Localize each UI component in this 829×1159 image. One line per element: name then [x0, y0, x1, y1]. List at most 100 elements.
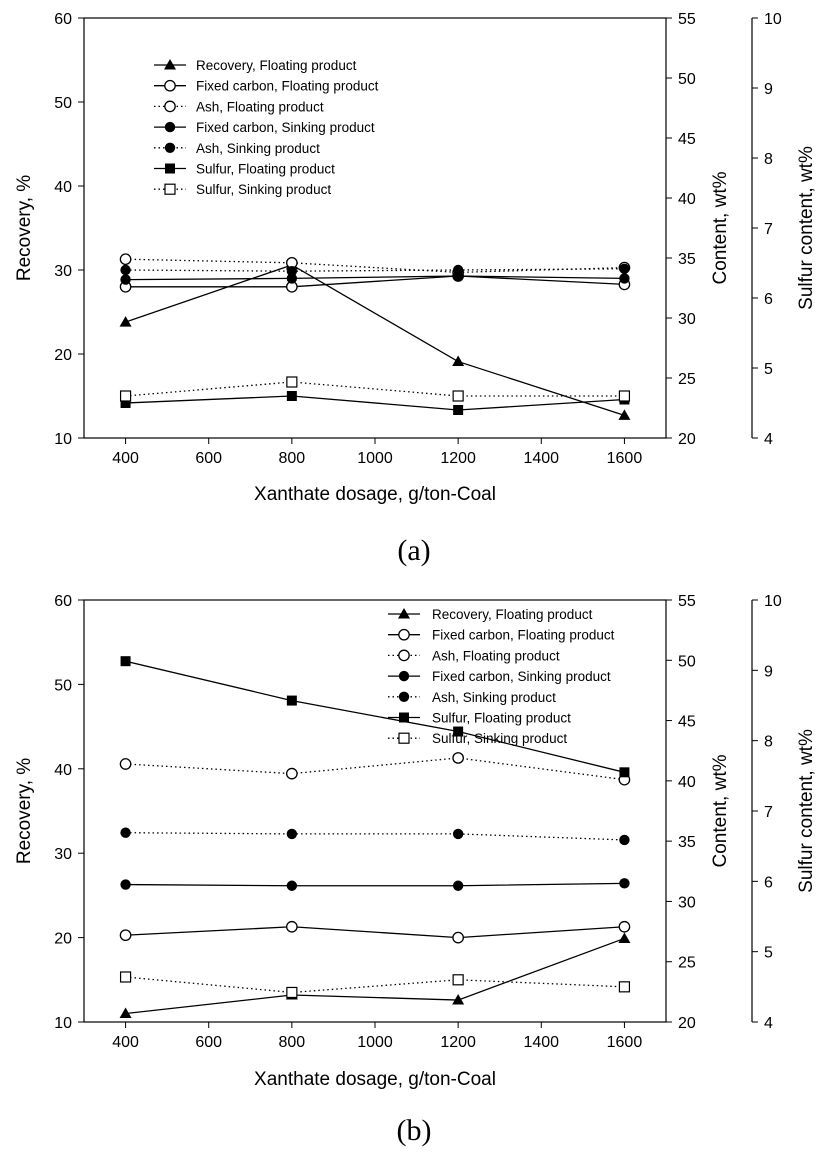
data-point — [119, 929, 132, 942]
x-tick-label: 1200 — [440, 450, 476, 467]
y3-tick-label: 8 — [764, 151, 773, 168]
chart-panel-b: 400 600 800 1000 1200 1400 1600 10 20 30 40 50 60 20 2… — [14, 593, 817, 1090]
data-point — [452, 752, 464, 764]
legend-marker — [398, 649, 410, 662]
x-tick-label: 1600 — [607, 450, 643, 467]
y2-tick-label: 20 — [678, 1015, 696, 1032]
y2-tick-label: 30 — [678, 311, 696, 328]
legend-entry: Ash, Floating product — [196, 99, 324, 114]
y3-tick-label: 9 — [764, 81, 773, 98]
legend-marker — [164, 100, 176, 113]
y-tick-label: 20 — [54, 931, 72, 948]
legend-entry: Recovery, Floating product — [432, 607, 593, 622]
data-point — [286, 828, 298, 840]
data-point — [453, 726, 464, 737]
series-fixed-carbon-sinking-product — [120, 878, 630, 891]
y-tick-label: 60 — [54, 593, 72, 610]
series-line — [125, 976, 625, 994]
data-point — [119, 1007, 132, 1019]
legend-entry: Sulfur, Sinking product — [432, 731, 567, 746]
series-ash-floating-product — [119, 752, 631, 786]
x-tick-label: 400 — [112, 1034, 139, 1051]
data-point — [286, 767, 298, 780]
x-tick-label: 1200 — [440, 1034, 476, 1051]
x-tick-label: 1000 — [357, 1034, 393, 1051]
data-point — [619, 767, 630, 778]
y-tick-label: 50 — [54, 677, 72, 694]
series-sulfur-floating-product — [120, 656, 630, 778]
y3-tick-label: 5 — [764, 945, 773, 962]
data-point — [452, 355, 465, 367]
y2-tick-label: 35 — [678, 251, 696, 268]
data-point — [119, 971, 132, 983]
y2-tick-label: 30 — [678, 894, 696, 911]
y2-tick-label: 55 — [678, 11, 696, 28]
y2-tick-label: 45 — [678, 714, 696, 731]
data-point — [452, 390, 464, 402]
data-point — [119, 758, 132, 770]
y3-axis-label: Sulfur content, wt% — [796, 729, 817, 893]
y-tick-label: 60 — [54, 11, 72, 28]
data-point — [452, 994, 465, 1005]
y3-tick-label: 8 — [764, 734, 773, 751]
series-ash-sinking-product — [120, 263, 630, 277]
legend-marker — [398, 628, 410, 641]
legend-entry: Fixed carbon, Floating product — [196, 79, 379, 94]
y-tick-label: 50 — [54, 95, 72, 112]
series-line — [125, 264, 625, 416]
legend-marker — [164, 142, 176, 153]
series-recovery-floating-product — [119, 932, 631, 1019]
legend-entry: Ash, Sinking product — [196, 141, 320, 156]
data-point — [286, 273, 298, 284]
data-point — [120, 398, 131, 408]
y3-tick-label: 10 — [764, 11, 782, 28]
legend-marker — [398, 608, 410, 619]
legend-entry: Sulfur, Floating product — [196, 162, 335, 177]
data-point — [286, 695, 297, 706]
y3-tick-label: 6 — [764, 291, 773, 308]
y2-tick-label: 50 — [678, 71, 696, 88]
data-point — [619, 878, 630, 889]
y2-tick-label: 45 — [678, 131, 696, 148]
series-sulfur-floating-product — [120, 391, 630, 415]
x-tick-label: 800 — [279, 1034, 306, 1051]
x-tick-label: 600 — [195, 450, 222, 467]
legend-entry: Fixed carbon, Sinking product — [196, 120, 375, 135]
caption-a: (a) — [397, 534, 430, 567]
data-point — [286, 391, 297, 401]
x-tick-label: 800 — [279, 450, 306, 467]
legend-entry: Recovery, Floating product — [196, 58, 357, 73]
series-line — [125, 937, 625, 1015]
legend-marker — [399, 712, 409, 723]
y3-tick-label: 7 — [764, 221, 773, 238]
y2-axis-label: Content, wt% — [710, 171, 731, 284]
data-point — [120, 879, 131, 890]
legend: Recovery, Floating product Fixed carbon, … — [388, 607, 615, 746]
series-line — [125, 882, 625, 887]
y2-tick-label: 20 — [678, 431, 696, 448]
legend-entry: Sulfur, Floating product — [432, 711, 571, 726]
y2-tick-label: 40 — [678, 774, 696, 791]
series-line — [125, 258, 625, 274]
series-sulfur-sinking-product — [119, 971, 631, 999]
data-point — [618, 409, 631, 420]
legend-entry: Fixed carbon, Sinking product — [432, 669, 611, 684]
legend-entry: Sulfur, Sinking product — [196, 182, 331, 197]
legend-marker — [398, 691, 410, 702]
x-tick-label: 400 — [112, 450, 139, 467]
series-line — [125, 275, 625, 281]
series-line — [125, 832, 625, 841]
y3-tick-label: 4 — [764, 1015, 773, 1032]
series-line — [125, 381, 625, 397]
legend-marker — [398, 732, 410, 744]
series-ash-sinking-product — [120, 827, 630, 846]
y-axis-label: Recovery, % — [14, 175, 35, 281]
data-point — [452, 931, 464, 944]
x-tick-label: 1400 — [523, 1034, 559, 1051]
data-point — [453, 405, 464, 415]
data-point — [119, 390, 132, 402]
y3-tick-label: 10 — [764, 593, 782, 610]
y-tick-label: 10 — [54, 431, 72, 448]
legend-entry: Fixed carbon, Floating product — [432, 628, 615, 643]
x-tick-label: 1400 — [523, 450, 559, 467]
